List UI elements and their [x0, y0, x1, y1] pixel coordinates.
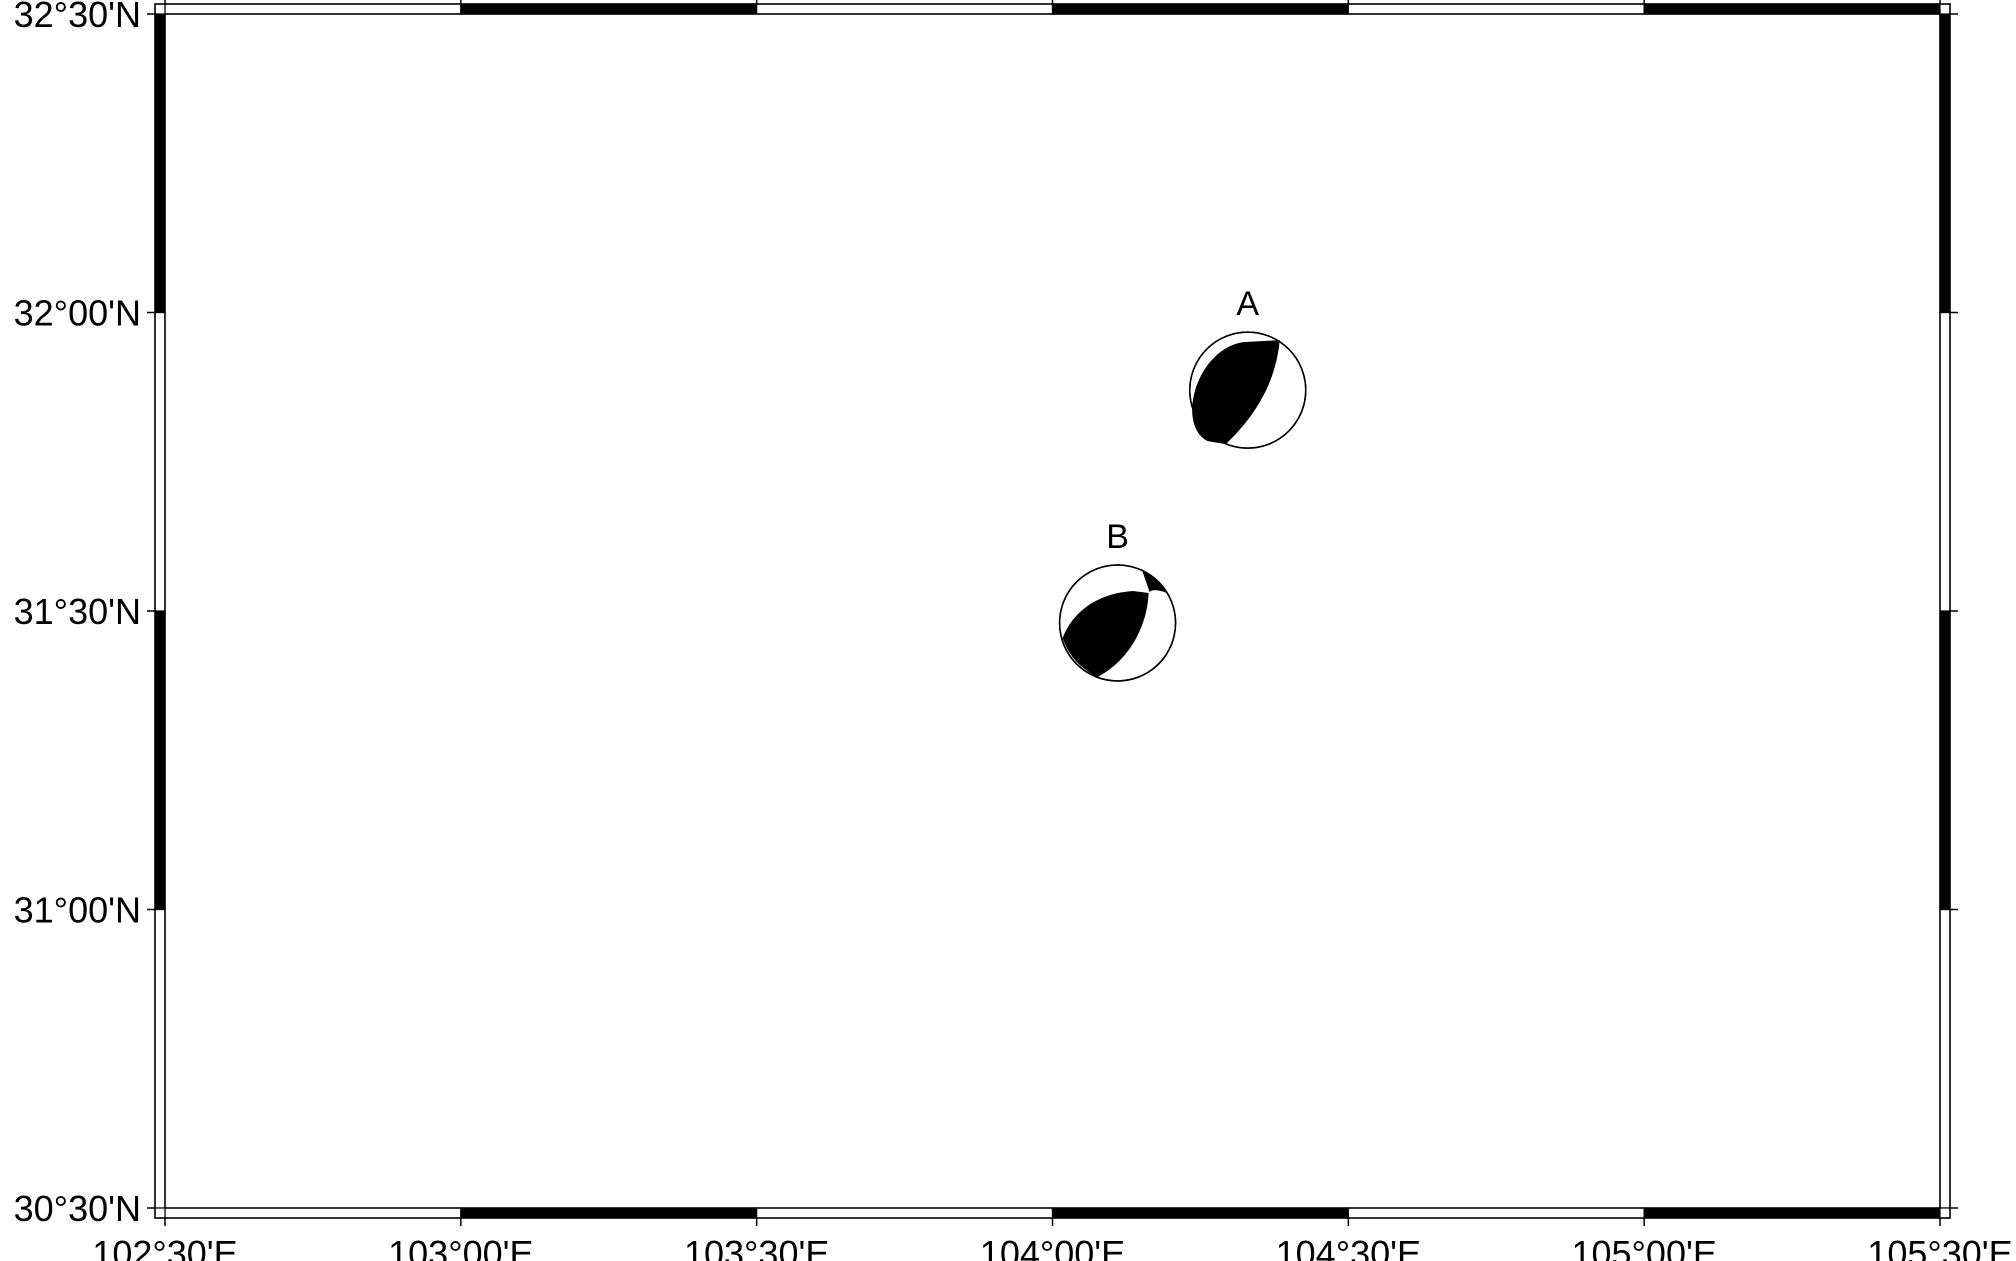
frame-band-bottom: [164, 1207, 462, 1219]
frame-corner: [1939, 1207, 1951, 1219]
latitude-tick-label: 31°00'N: [14, 890, 141, 931]
beachball-b-compressional-quadrant: [1062, 590, 1149, 677]
frame-band-bottom: [1347, 1207, 1645, 1219]
frame-band-left: [154, 311, 166, 612]
longitude-tick-label: 104°00'E: [980, 1233, 1125, 1261]
frame-band-top: [1347, 3, 1645, 15]
map-inner-border: [164, 13, 1941, 1209]
frame-band-right: [1939, 13, 1951, 314]
longitude-tick-label: 103°00'E: [388, 1233, 533, 1261]
latitude-tick-label: 31°30'N: [14, 591, 141, 632]
frame-corner: [154, 1207, 166, 1219]
frame-band-right: [1939, 908, 1951, 1209]
longitude-tick-label: 103°30'E: [684, 1233, 829, 1261]
longitude-tick-label: 105°00'E: [1571, 1233, 1716, 1261]
event-b-label: B: [1106, 518, 1129, 556]
frame-band-top: [164, 3, 462, 15]
longitude-tick-label: 102°30'E: [92, 1233, 237, 1261]
frame-band-bottom: [1051, 1207, 1349, 1219]
frame-band-top: [756, 3, 1054, 15]
beachball-a-outline-top: [1189, 331, 1307, 449]
frame-band-bottom: [460, 1207, 758, 1219]
longitude-tick-label: 105°30'E: [1867, 1233, 2012, 1261]
frame-band-top: [1643, 3, 1941, 15]
longitude-labels: 102°30'E 103°00'E 103°30'E 104°00'E 104°30'E…: [92, 1233, 2012, 1261]
frame-band-left: [154, 610, 166, 911]
beachball-b-compressional-wedge: [1141, 568, 1167, 593]
frame-band-left: [154, 13, 166, 314]
frame-band-right: [1939, 610, 1951, 911]
longitude-tick-label: 104°30'E: [1276, 1233, 1421, 1261]
latitude-tick-label: 32°00'N: [14, 293, 141, 334]
latitude-labels: 30°30'N 31°00'N 31°30'N 32°00'N 32°30'N: [14, 0, 141, 1229]
beachball-event-a[interactable]: A: [1189, 285, 1307, 449]
beachball-a-compressional-quadrant: [1192, 340, 1280, 445]
latitude-tick-label: 32°30'N: [14, 0, 141, 35]
frame-corner: [1939, 3, 1951, 15]
event-a-label: A: [1236, 285, 1259, 323]
frame-band-top: [1051, 3, 1349, 15]
frame-band-left: [154, 908, 166, 1209]
map-frame: [147, 0, 1958, 1226]
frame-band-right: [1939, 311, 1951, 612]
latitude-tick-label: 30°30'N: [14, 1188, 141, 1229]
map-outer-border: [154, 3, 1951, 1219]
frame-band-bottom: [756, 1207, 1054, 1219]
frame-band-top: [460, 3, 758, 15]
beachball-event-b[interactable]: B: [1058, 518, 1177, 682]
frame-band-bottom: [1643, 1207, 1941, 1219]
beachball-b-outline-top: [1058, 564, 1177, 682]
frame-corner: [154, 3, 166, 15]
